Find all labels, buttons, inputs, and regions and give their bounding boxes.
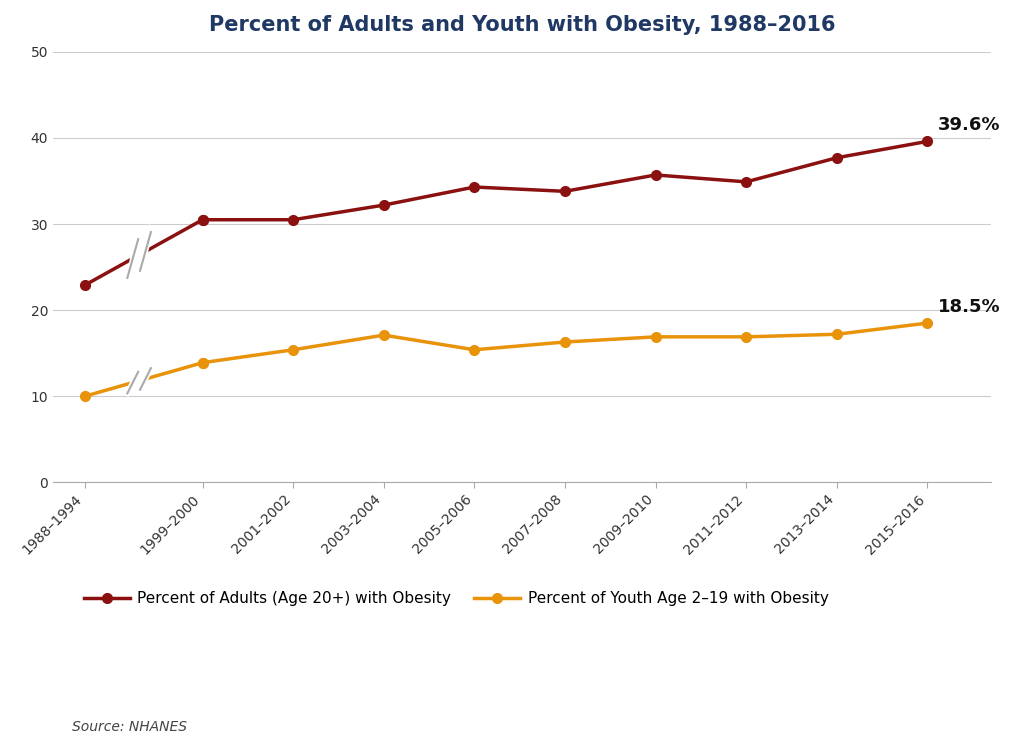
Legend: Percent of Adults (Age 20+) with Obesity, Percent of Youth Age 2–19 with Obesity: Percent of Adults (Age 20+) with Obesity…: [78, 585, 835, 613]
Text: 18.5%: 18.5%: [938, 298, 1000, 316]
Text: 39.6%: 39.6%: [938, 117, 1000, 134]
Title: Percent of Adults and Youth with Obesity, 1988–2016: Percent of Adults and Youth with Obesity…: [209, 15, 836, 35]
Text: Source: NHANES: Source: NHANES: [72, 720, 186, 734]
